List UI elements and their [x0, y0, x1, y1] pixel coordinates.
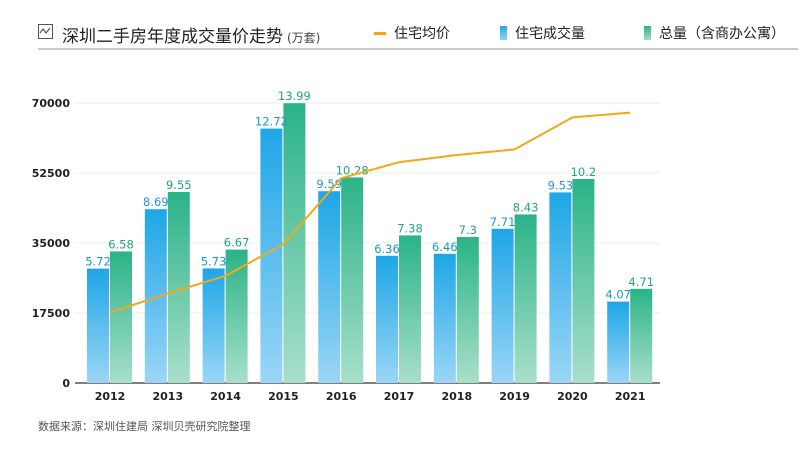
data-label-total: 10.2 [571, 165, 597, 179]
y-tick-label: 0 [62, 377, 70, 390]
x-tick-label: 2014 [210, 390, 241, 403]
line-chart-icon [38, 24, 53, 39]
chart-header: 深圳二手房年度成交量价走势 (万套) 住宅均价 住宅成交量 总量（含商办公寓） [38, 22, 798, 50]
y-tick-label: 70000 [32, 97, 71, 110]
data-label-total: 7.38 [397, 221, 423, 235]
data-label-residential: 5.73 [201, 254, 227, 268]
x-tick-label: 2019 [499, 390, 530, 403]
bar-total [167, 192, 190, 383]
bar-residential [433, 253, 456, 383]
data-label-residential: 6.36 [374, 242, 400, 256]
legend-item-residential: 住宅成交量 [500, 23, 585, 43]
data-label-total: 7.3 [459, 223, 477, 237]
x-tick-label: 2015 [268, 390, 299, 403]
x-tick-label: 2013 [152, 390, 183, 403]
data-label-residential: 5.72 [85, 255, 111, 269]
bar-total [110, 251, 132, 383]
data-label-total: 13.99 [278, 89, 311, 103]
price-line [109, 111, 631, 314]
source-note: 数据来源：深圳住建局 深圳贝壳研究院整理 [38, 420, 251, 433]
data-label-total: 4.71 [628, 275, 654, 289]
data-label-residential: 8.69 [143, 195, 169, 209]
bar-residential [144, 209, 167, 383]
bar-total [341, 177, 364, 383]
x-tick-label: 2017 [384, 390, 415, 403]
y-tick-label: 17500 [32, 307, 71, 320]
legend-item-price: 住宅均价 [374, 23, 450, 43]
y-tick-label: 35000 [32, 237, 71, 250]
data-label-total: 6.67 [224, 236, 250, 250]
x-tick-label: 2018 [441, 390, 472, 403]
x-tick-label: 2020 [557, 390, 588, 403]
bar-total [630, 288, 653, 383]
bar-residential [607, 301, 630, 383]
x-tick-label: 2021 [615, 390, 646, 403]
bar-residential [202, 268, 225, 383]
bar-residential [491, 228, 514, 383]
data-label-total: 9.55 [166, 178, 192, 192]
data-label-residential: 6.46 [432, 240, 458, 254]
x-tick-label: 2016 [326, 390, 357, 403]
data-label-residential: 9.59 [316, 177, 342, 191]
bar-residential [260, 128, 283, 383]
data-label-total: 8.43 [513, 200, 539, 214]
bar-total [283, 103, 306, 383]
legend-item-total: 总量（含商办公寓） [644, 23, 785, 43]
bar-residential [87, 268, 109, 383]
data-label-residential: 12.72 [255, 115, 288, 129]
unit-label: (万套) [287, 31, 321, 45]
bar-total [572, 179, 595, 383]
y-tick-label: 52500 [32, 167, 71, 180]
bar-total [399, 235, 421, 383]
x-tick-label: 2012 [95, 390, 126, 403]
data-label-residential: 7.71 [490, 215, 516, 229]
bar-total [456, 237, 479, 383]
bar-residential [318, 191, 341, 383]
chart-title: 深圳二手房年度成交量价走势 (万套) [62, 27, 321, 47]
bar-total [514, 214, 537, 383]
bar-total [225, 249, 248, 383]
data-label-residential: 4.07 [605, 288, 631, 302]
bar-residential [549, 192, 572, 383]
data-label-total: 6.58 [108, 237, 134, 251]
bar-residential [376, 255, 398, 383]
data-label-residential: 9.53 [548, 178, 574, 192]
